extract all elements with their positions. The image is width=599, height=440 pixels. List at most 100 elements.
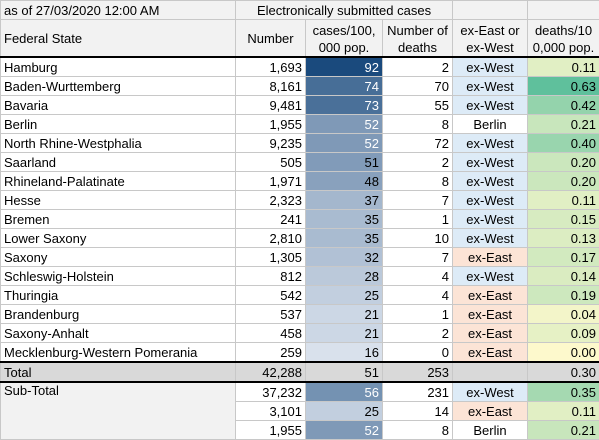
cases-cell: 52 <box>306 421 383 440</box>
number-cell: 1,955 <box>236 115 306 134</box>
rate-cell: 0.14 <box>528 267 599 286</box>
rate-cell: 0.11 <box>528 402 599 421</box>
state-cell: Saxony <box>1 248 236 267</box>
number-cell: 3,101 <box>236 402 306 421</box>
region-cell: Berlin <box>453 421 528 440</box>
region-cell: ex-East <box>453 343 528 363</box>
state-cell: Berlin <box>1 115 236 134</box>
state-cell: Saxony-Anhalt <box>1 324 236 343</box>
cases-cell: 35 <box>306 210 383 229</box>
rate-cell: 0.21 <box>528 421 599 440</box>
state-cell: Saarland <box>1 153 236 172</box>
state-cell: Mecklenburg-Western Pomerania <box>1 343 236 363</box>
rate-cell: 0.00 <box>528 343 599 363</box>
column-header: ex-East or ex-West <box>453 20 528 58</box>
cases-cell: 32 <box>306 248 383 267</box>
column-header: Federal State <box>1 20 236 58</box>
deaths-cell: 0 <box>383 343 453 363</box>
region-cell: ex-East <box>453 305 528 324</box>
cases-cell: 51 <box>306 153 383 172</box>
deaths-cell: 253 <box>383 362 453 382</box>
state-cell: Bremen <box>1 210 236 229</box>
column-header: deaths/100,000 pop. <box>528 20 599 58</box>
rate-cell: 0.20 <box>528 153 599 172</box>
header-cell <box>453 1 528 20</box>
cases-cell: 92 <box>306 57 383 77</box>
region-cell: Berlin <box>453 115 528 134</box>
deaths-cell: 7 <box>383 191 453 210</box>
cases-cell: 28 <box>306 267 383 286</box>
region-cell: ex-West <box>453 134 528 153</box>
number-cell: 9,481 <box>236 96 306 115</box>
number-cell: 259 <box>236 343 306 363</box>
cases-cell: 21 <box>306 305 383 324</box>
state-cell: Schleswig-Holstein <box>1 267 236 286</box>
rate-cell: 0.42 <box>528 96 599 115</box>
deaths-cell: 231 <box>383 382 453 402</box>
deaths-cell: 1 <box>383 305 453 324</box>
region-cell: ex-East <box>453 324 528 343</box>
cases-cell: 16 <box>306 343 383 363</box>
deaths-cell: 10 <box>383 229 453 248</box>
number-cell: 8,161 <box>236 77 306 96</box>
group-header: Electronically submitted cases <box>236 1 453 20</box>
number-cell: 542 <box>236 286 306 305</box>
column-header: Number of deaths <box>383 20 453 58</box>
state-cell: North Rhine-Westphalia <box>1 134 236 153</box>
region-cell: ex-East <box>453 248 528 267</box>
rate-cell: 0.63 <box>528 77 599 96</box>
cases-cell: 35 <box>306 229 383 248</box>
region-cell: ex-East <box>453 286 528 305</box>
state-cell: Brandenburg <box>1 305 236 324</box>
deaths-cell: 8 <box>383 115 453 134</box>
total-label: Total <box>1 362 236 382</box>
state-cell: Thuringia <box>1 286 236 305</box>
region-cell: ex-West <box>453 382 528 402</box>
rate-cell: 0.11 <box>528 57 599 77</box>
cases-cell: 51 <box>306 362 383 382</box>
number-cell: 1,971 <box>236 172 306 191</box>
deaths-cell: 14 <box>383 402 453 421</box>
deaths-cell: 2 <box>383 57 453 77</box>
cases-cell: 25 <box>306 402 383 421</box>
cases-cell: 25 <box>306 286 383 305</box>
region-cell: ex-West <box>453 172 528 191</box>
state-cell: Baden-Wurttemberg <box>1 77 236 96</box>
number-cell: 37,232 <box>236 382 306 402</box>
number-cell: 505 <box>236 153 306 172</box>
deaths-cell: 4 <box>383 267 453 286</box>
cases-cell: 73 <box>306 96 383 115</box>
state-cell: Lower Saxony <box>1 229 236 248</box>
rate-cell: 0.40 <box>528 134 599 153</box>
region-cell: ex-West <box>453 57 528 77</box>
number-cell: 1,955 <box>236 421 306 440</box>
region-cell: ex-West <box>453 229 528 248</box>
number-cell: 241 <box>236 210 306 229</box>
number-cell: 537 <box>236 305 306 324</box>
region-cell: ex-East <box>453 402 528 421</box>
deaths-cell: 70 <box>383 77 453 96</box>
cases-cell: 52 <box>306 134 383 153</box>
cases-cell: 52 <box>306 115 383 134</box>
number-cell: 1,305 <box>236 248 306 267</box>
state-cell: Rhineland-Palatinate <box>1 172 236 191</box>
rate-cell: 0.04 <box>528 305 599 324</box>
cases-cell: 74 <box>306 77 383 96</box>
number-cell: 1,693 <box>236 57 306 77</box>
region-cell: ex-West <box>453 77 528 96</box>
